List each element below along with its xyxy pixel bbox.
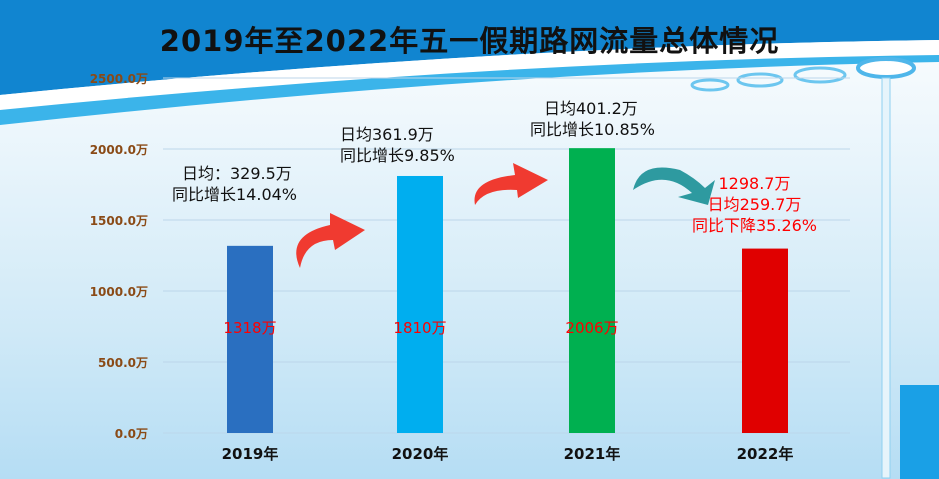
annotation-line: 日均401.2万 bbox=[544, 99, 638, 118]
x-tick-label: 2019年 bbox=[221, 445, 279, 463]
bar-2019年 bbox=[227, 245, 273, 433]
y-tick-label: 1500.0万 bbox=[89, 214, 148, 228]
page-title: 2019年至2022年五一假期路网流量总体情况 bbox=[159, 24, 780, 58]
y-tick-label: 500.0万 bbox=[98, 356, 148, 370]
y-tick-label: 1000.0万 bbox=[89, 285, 148, 299]
bar-2021年 bbox=[569, 148, 615, 433]
y-tick-label: 0.0万 bbox=[114, 427, 148, 441]
increase-arrow-icon bbox=[296, 213, 365, 268]
bar-value-label: 1810万 bbox=[393, 319, 447, 337]
x-tick-label: 2021年 bbox=[563, 445, 621, 463]
bar-value-label: 1318万 bbox=[223, 319, 277, 337]
bar-annotation: 1298.7万 日均259.7万 同比下降35.26% bbox=[692, 173, 817, 236]
annotation-line: 日均：329.5万 bbox=[182, 164, 292, 183]
x-tick-label: 2022年 bbox=[736, 445, 794, 463]
annotation-line: 1298.7万 bbox=[718, 174, 791, 193]
bar-annotation: 日均：329.5万 同比增长14.04% bbox=[172, 163, 297, 205]
bar-value-label: 2006万 bbox=[565, 319, 619, 337]
annotation-line: 同比下降35.26% bbox=[692, 216, 818, 235]
bar-2022年 bbox=[742, 248, 788, 433]
increase-arrow-icon bbox=[474, 163, 548, 205]
bar-2020年 bbox=[397, 175, 443, 434]
decrease-arrow-icon bbox=[633, 167, 715, 205]
annotation-line: 日均361.9万 bbox=[340, 125, 434, 144]
y-tick-label: 2500.0万 bbox=[89, 72, 148, 86]
annotation-line: 同比增长9.85% bbox=[340, 146, 455, 165]
y-tick-label: 2000.0万 bbox=[89, 143, 148, 157]
bar-annotation: 日均361.9万同比增长9.85% bbox=[340, 124, 455, 166]
x-tick-label: 2020年 bbox=[391, 445, 449, 463]
annotation-line: 同比增长14.04% bbox=[172, 185, 298, 204]
annotation-line: 同比增长10.85% bbox=[530, 120, 656, 139]
annotation-line: 日均259.7万 bbox=[707, 195, 802, 214]
bar-annotation: 日均401.2万 同比增长10.85% bbox=[530, 98, 655, 140]
